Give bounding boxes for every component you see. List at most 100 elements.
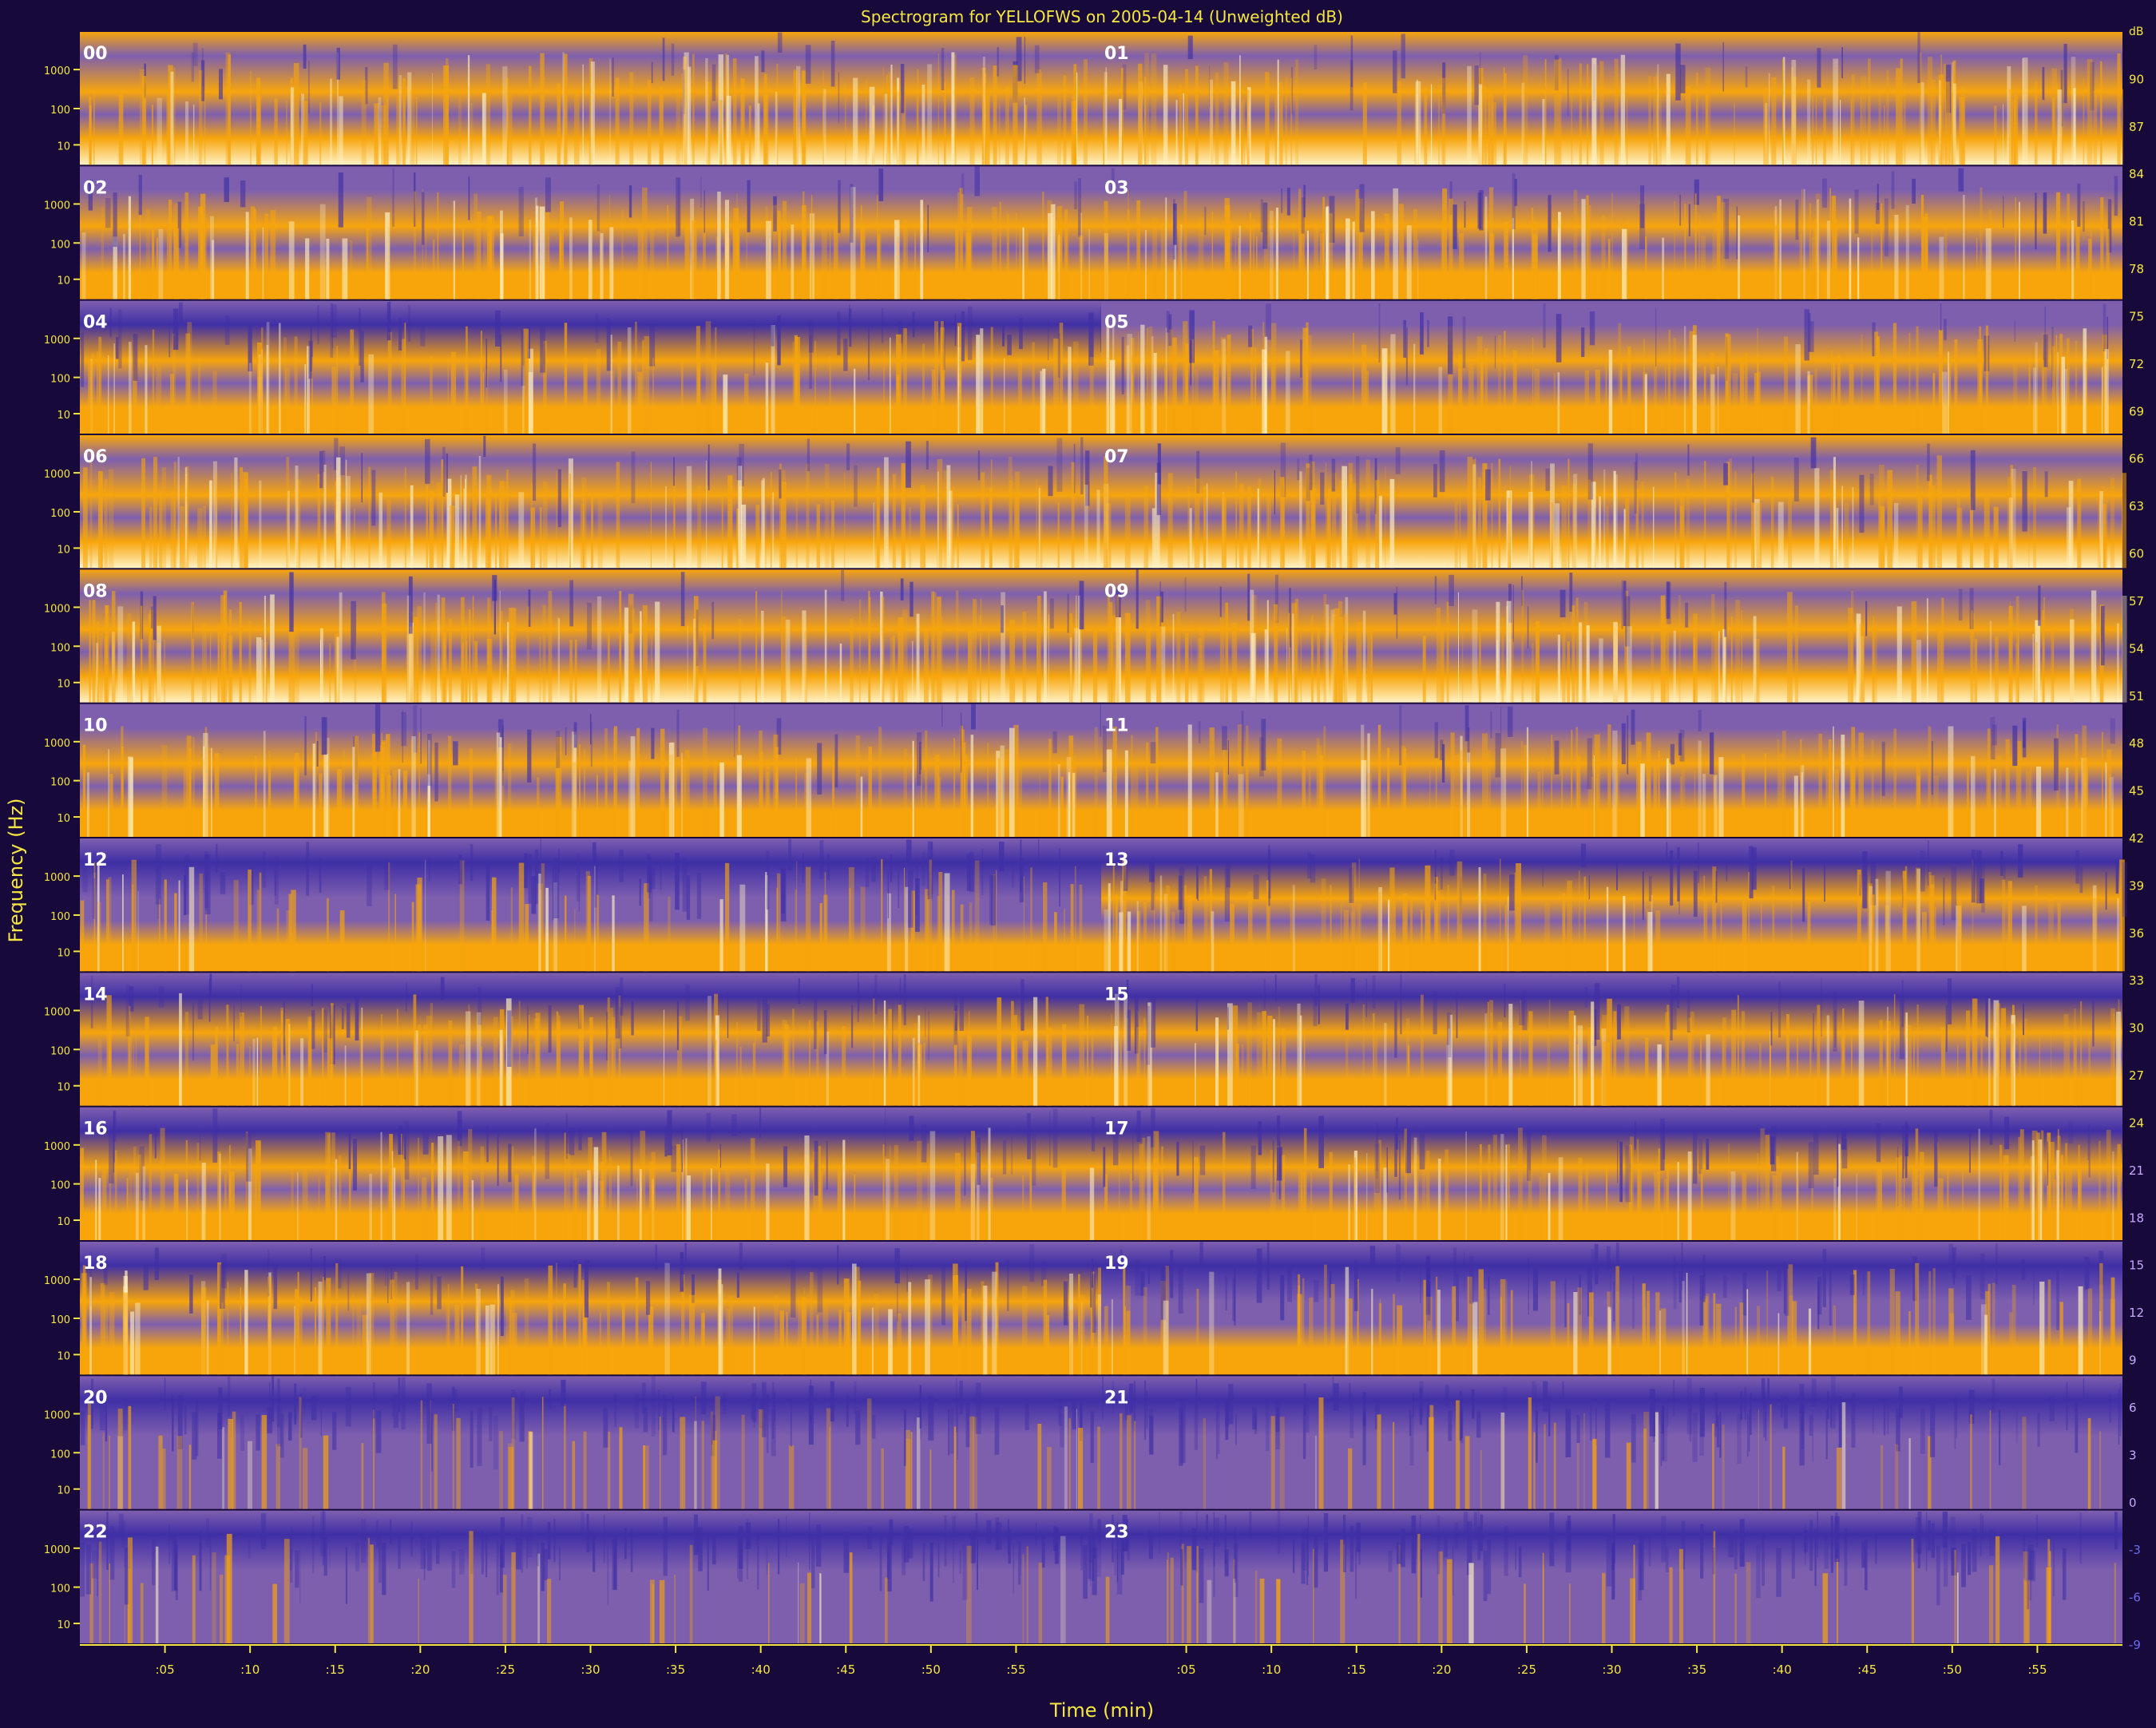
x-tick-label: :35 (666, 1663, 685, 1677)
hour-label-22: 22 (83, 1523, 108, 1543)
hour-panel-15 (1101, 973, 2122, 1106)
colorbar-tick-label: 0 (2129, 1496, 2137, 1510)
x-tick-label: :50 (1943, 1663, 1962, 1677)
hour-label-03: 03 (1104, 178, 1129, 198)
y-tick-label: 100 (50, 777, 70, 789)
hour-label-20: 20 (83, 1388, 108, 1408)
colorbar-tick-label: 66 (2129, 452, 2144, 466)
hour-panel-17 (1101, 1107, 2122, 1240)
y-tick-label: 100 (50, 1045, 70, 1057)
hour-label-00: 00 (83, 44, 108, 64)
hour-label-09: 09 (1104, 581, 1129, 601)
hour-label-15: 15 (1104, 985, 1129, 1005)
colorbar-tick-label: 90 (2129, 72, 2144, 86)
chart-title: Spectrogram for YELLOFWS on 2005-04-14 (… (861, 7, 1343, 26)
hour-panel-18 (80, 1242, 1102, 1375)
hour-labels: 00 01 02 03 04 05 06 07 08 09 10 11 12 13 14 15 16 17 18 19… (83, 44, 1129, 1543)
y-tick-label: 1000 (44, 200, 70, 212)
y-tick-label: 1000 (44, 1275, 70, 1287)
colorbar-tick-label: 78 (2129, 262, 2144, 276)
hour-panel-01 (1101, 32, 2124, 165)
x-tick-label: :10 (1262, 1663, 1281, 1677)
x-tick-label: :30 (581, 1663, 600, 1677)
y-tick-label: 1000 (44, 1141, 70, 1153)
colorbar-tick-label: 27 (2129, 1068, 2144, 1083)
colorbar-tick-label: 72 (2129, 357, 2144, 371)
y-tick-label: 100 (50, 642, 70, 654)
colorbar-tick-label: 60 (2129, 547, 2144, 561)
hour-panel-04 (80, 300, 1106, 434)
y-axis-ticks: 1000 100 10 1000 100 10 1000 100 10 1000 100 10 1000… (44, 65, 80, 1631)
hour-label-14: 14 (83, 985, 108, 1005)
y-tick-label: 100 (50, 239, 70, 251)
colorbar-tick-label: 81 (2129, 215, 2144, 229)
hour-panel-12 (80, 838, 1101, 972)
x-tick-label: :45 (1857, 1663, 1877, 1677)
hour-panel-06 (80, 435, 1101, 569)
hour-panel-03 (1101, 166, 2122, 299)
hour-panel-19 (1101, 1242, 2122, 1375)
y-tick-label: 10 (57, 1350, 70, 1362)
y-tick-label: 100 (50, 1583, 70, 1595)
hour-label-21: 21 (1104, 1388, 1129, 1408)
colorbar-tick-label: 24 (2129, 1116, 2144, 1130)
colorbar-tick-label: 84 (2129, 167, 2144, 181)
x-tick-label: :25 (1517, 1663, 1536, 1677)
colorbar-tick-label: 75 (2129, 309, 2144, 323)
y-tick-label: 1000 (44, 603, 70, 615)
y-tick-label: 1000 (44, 738, 70, 750)
colorbar-tick-label: 18 (2129, 1211, 2144, 1225)
colorbar-unit: dB (2129, 26, 2144, 38)
x-tick-label: :55 (1006, 1663, 1025, 1677)
y-tick-label: 100 (50, 911, 70, 923)
colorbar-tick-label: 36 (2129, 926, 2144, 941)
x-tick-label: :25 (496, 1663, 515, 1677)
y-tick-label: 10 (57, 1216, 70, 1228)
hour-panel-21 (1101, 1376, 2122, 1509)
x-tick-label: :55 (2027, 1663, 2047, 1677)
colorbar-tick-label: 69 (2129, 404, 2144, 418)
hour-label-11: 11 (1104, 716, 1129, 736)
y-tick-label: 100 (50, 1449, 70, 1460)
hour-label-23: 23 (1104, 1523, 1129, 1543)
hour-panel-11 (1101, 703, 2122, 837)
hour-label-10: 10 (83, 716, 108, 736)
colorbar-tick-label: 42 (2129, 831, 2144, 846)
y-tick-label: 10 (57, 141, 70, 153)
hour-label-05: 05 (1104, 313, 1129, 333)
hour-panel-13 (1101, 838, 2127, 972)
y-tick-label: 100 (50, 1314, 70, 1326)
colorbar: dB90878481787572696663605754514845423936… (2129, 26, 2144, 1652)
hour-label-13: 13 (1104, 850, 1129, 870)
hour-panel-02 (80, 166, 1101, 299)
hour-panel-07 (1101, 435, 2126, 569)
hour-panel-16 (80, 1107, 1101, 1240)
y-tick-label: 1000 (44, 1006, 70, 1018)
colorbar-tick-label: -6 (2129, 1591, 2141, 1605)
x-tick-label: :15 (1347, 1663, 1366, 1677)
y-tick-label: 1000 (44, 65, 70, 77)
x-tick-label: :40 (751, 1663, 771, 1677)
y-tick-label: 10 (57, 813, 70, 825)
y-tick-label: 10 (57, 679, 70, 691)
y-tick-label: 10 (57, 1619, 70, 1631)
y-tick-label: 1000 (44, 335, 70, 347)
y-tick-label: 100 (50, 1180, 70, 1192)
colorbar-tick-label: 57 (2129, 594, 2144, 608)
y-tick-label: 10 (57, 1082, 70, 1094)
x-axis-label: Time (min) (1049, 1699, 1154, 1722)
y-tick-label: 1000 (44, 1409, 70, 1421)
colorbar-tick-label: 15 (2129, 1258, 2144, 1273)
y-tick-label: 100 (50, 105, 70, 117)
colorbar-tick-label: 33 (2129, 973, 2144, 988)
x-tick-label: :35 (1687, 1663, 1706, 1677)
hour-label-18: 18 (83, 1254, 108, 1274)
y-tick-label: 10 (57, 410, 70, 422)
hour-panel-05 (1101, 300, 2122, 434)
y-tick-label: 1000 (44, 469, 70, 481)
x-tick-label: :20 (1432, 1663, 1451, 1677)
x-tick-label: :40 (1773, 1663, 1792, 1677)
y-tick-label: 100 (50, 374, 70, 386)
hour-panel-14 (80, 973, 1101, 1106)
